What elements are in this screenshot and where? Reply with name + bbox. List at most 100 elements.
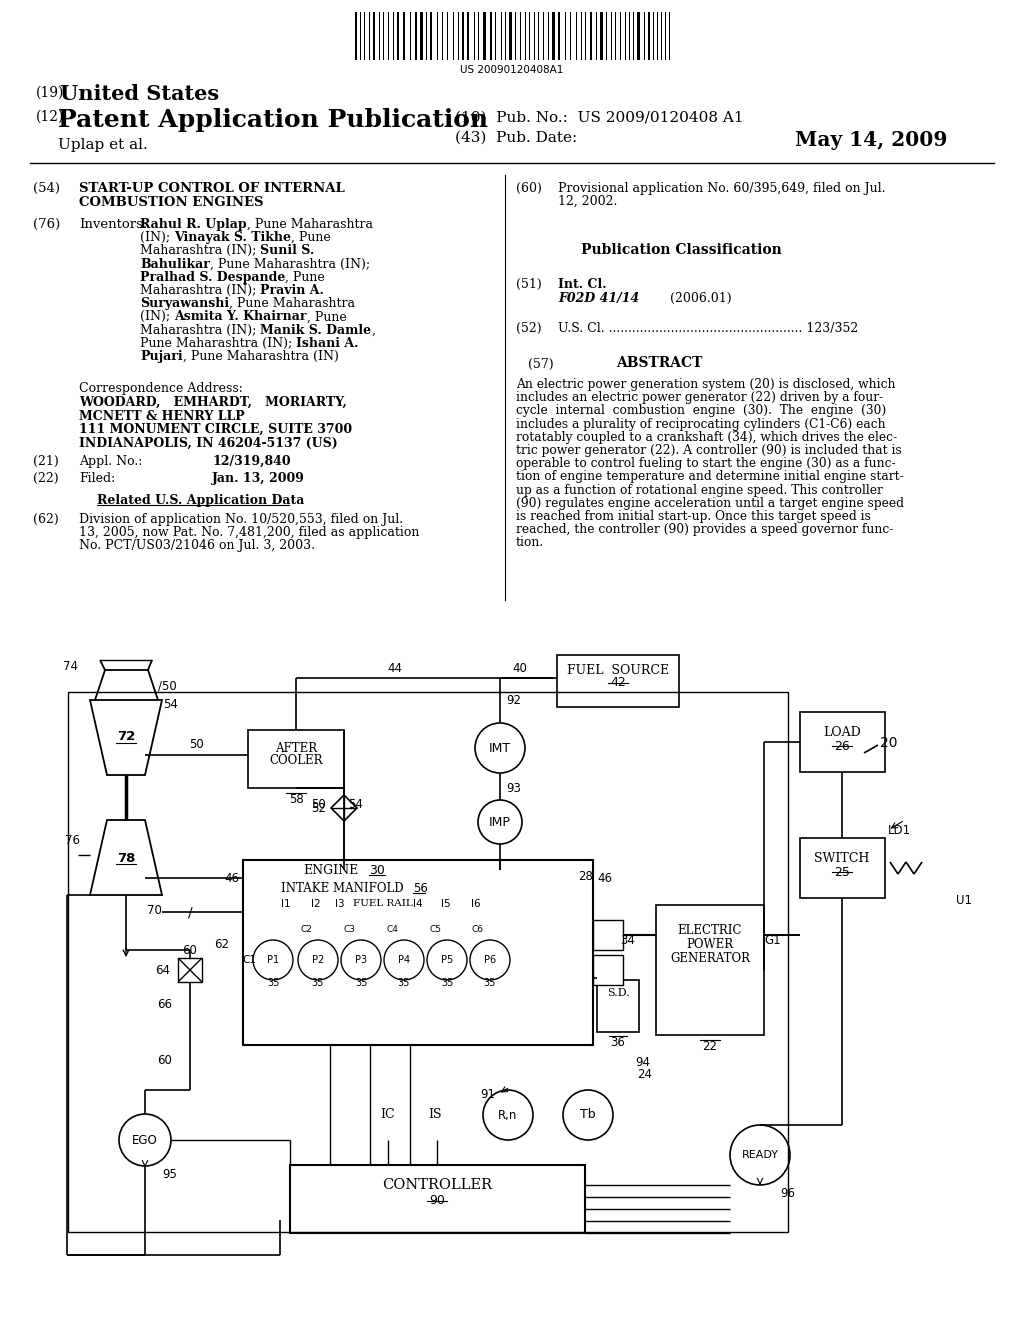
Text: READY: READY <box>741 1150 778 1160</box>
Text: An electric power generation system (20) is disclosed, which: An electric power generation system (20)… <box>516 378 896 391</box>
Text: (19): (19) <box>36 86 65 100</box>
Text: 44: 44 <box>387 661 402 675</box>
Text: rotatably coupled to a crankshaft (34), which drives the elec-: rotatably coupled to a crankshaft (34), … <box>516 430 897 444</box>
Text: 46: 46 <box>597 871 612 884</box>
Text: is reached from initial start-up. Once this target speed is: is reached from initial start-up. Once t… <box>516 510 870 523</box>
Bar <box>403 12 406 59</box>
Text: CONTROLLER: CONTROLLER <box>382 1177 492 1192</box>
Text: 34: 34 <box>620 933 635 946</box>
Bar <box>68 692 788 1232</box>
Polygon shape <box>90 820 162 895</box>
Bar <box>656 906 764 1035</box>
Text: tric power generator (22). A controller (90) is included that is: tric power generator (22). A controller … <box>516 444 902 457</box>
Circle shape <box>298 940 338 979</box>
Text: Pujari: Pujari <box>140 350 182 363</box>
Text: 50: 50 <box>310 799 326 810</box>
Text: (51): (51) <box>516 279 542 290</box>
Bar <box>558 12 560 59</box>
Text: I6: I6 <box>471 899 480 909</box>
Text: Bahulikar: Bahulikar <box>140 257 210 271</box>
Bar <box>648 12 650 59</box>
Text: (57): (57) <box>528 358 554 371</box>
Text: 62: 62 <box>214 937 229 950</box>
Text: (IN);: (IN); <box>140 310 174 323</box>
Text: 66: 66 <box>157 998 172 1011</box>
Circle shape <box>427 940 467 979</box>
Circle shape <box>730 1125 790 1185</box>
Text: IS: IS <box>428 1109 441 1122</box>
Text: 64: 64 <box>155 964 170 977</box>
Text: 35: 35 <box>397 978 411 987</box>
Circle shape <box>384 940 424 979</box>
Text: Maharashtra (IN);: Maharashtra (IN); <box>140 323 260 337</box>
Text: (60): (60) <box>516 182 542 195</box>
Text: U1: U1 <box>956 894 972 907</box>
Text: 78: 78 <box>117 851 135 865</box>
Bar <box>415 12 417 59</box>
Text: 95: 95 <box>162 1168 177 1181</box>
Text: 74: 74 <box>63 660 78 672</box>
Text: , Pune Maharashtra (IN);: , Pune Maharashtra (IN); <box>210 257 370 271</box>
Bar <box>462 12 464 59</box>
Text: , Pune: , Pune <box>291 231 331 244</box>
Text: 94: 94 <box>635 1056 650 1069</box>
Text: tion of engine temperature and determine initial engine start-: tion of engine temperature and determine… <box>516 470 904 483</box>
Text: 35: 35 <box>354 978 368 987</box>
Text: 54: 54 <box>348 799 362 812</box>
Text: P2: P2 <box>312 954 325 965</box>
Text: 76: 76 <box>65 833 80 846</box>
Bar <box>290 1166 585 1233</box>
Text: Asmita Y. Khairnar: Asmita Y. Khairnar <box>174 310 306 323</box>
Text: includes an electric power generator (22) driven by a four-: includes an electric power generator (22… <box>516 391 884 404</box>
Text: includes a plurality of reciprocating cylinders (C1-C6) each: includes a plurality of reciprocating cy… <box>516 417 886 430</box>
Circle shape <box>478 800 522 843</box>
Text: P6: P6 <box>484 954 496 965</box>
Text: 54: 54 <box>163 697 178 710</box>
Text: P5: P5 <box>441 954 454 965</box>
Text: 13, 2005, now Pat. No. 7,481,200, filed as application: 13, 2005, now Pat. No. 7,481,200, filed … <box>79 527 420 539</box>
Text: G1: G1 <box>764 933 780 946</box>
Text: 12, 2002.: 12, 2002. <box>558 195 617 209</box>
Text: 92: 92 <box>506 693 521 706</box>
Polygon shape <box>331 795 357 821</box>
Text: Inventors:: Inventors: <box>79 218 147 231</box>
Text: (21): (21) <box>33 455 58 469</box>
Text: operable to control fueling to start the engine (30) as a func-: operable to control fueling to start the… <box>516 457 896 470</box>
Text: COMBUSTION ENGINES: COMBUSTION ENGINES <box>79 195 263 209</box>
Text: FUEL  SOURCE: FUEL SOURCE <box>567 664 669 676</box>
Text: COOLER: COOLER <box>269 755 323 767</box>
Bar <box>800 838 885 898</box>
Text: IC: IC <box>381 1109 395 1122</box>
Text: Publication Classification: Publication Classification <box>581 243 781 257</box>
Text: GENERATOR: GENERATOR <box>670 952 750 965</box>
Text: U.S. Cl. .................................................. 123/352: U.S. Cl. ...............................… <box>558 322 858 335</box>
Text: (IN);: (IN); <box>140 231 174 244</box>
Circle shape <box>119 1114 171 1166</box>
Text: 58: 58 <box>289 793 303 807</box>
Text: , Pune Maharashtra: , Pune Maharashtra <box>247 218 373 231</box>
Text: 90: 90 <box>429 1195 445 1208</box>
Text: Rahul R. Uplap: Rahul R. Uplap <box>140 218 247 231</box>
Bar <box>397 12 399 59</box>
Text: INDIANAPOLIS, IN 46204-5137 (US): INDIANAPOLIS, IN 46204-5137 (US) <box>79 437 338 450</box>
Text: 60: 60 <box>182 944 197 957</box>
Bar <box>593 920 623 950</box>
Text: 35: 35 <box>440 978 454 987</box>
Text: May 14, 2009: May 14, 2009 <box>795 129 947 150</box>
Text: Division of application No. 10/520,553, filed on Jul.: Division of application No. 10/520,553, … <box>79 513 403 525</box>
Circle shape <box>253 940 293 979</box>
Text: C2: C2 <box>300 925 312 935</box>
Text: 35: 35 <box>267 978 280 987</box>
Text: 28: 28 <box>579 870 593 883</box>
Text: I5: I5 <box>441 899 451 909</box>
Text: 24: 24 <box>638 1068 652 1081</box>
Text: up as a function of rotational engine speed. This controller: up as a function of rotational engine sp… <box>516 483 883 496</box>
Bar <box>243 861 593 1045</box>
Text: P1: P1 <box>267 954 280 965</box>
Text: US 20090120408A1: US 20090120408A1 <box>461 65 563 75</box>
Text: SWITCH: SWITCH <box>814 851 869 865</box>
Text: 42: 42 <box>610 676 626 689</box>
Text: 111 MONUMENT CIRCLE, SUITE 3700: 111 MONUMENT CIRCLE, SUITE 3700 <box>79 422 352 436</box>
Text: 72: 72 <box>117 730 135 743</box>
Text: reached, the controller (90) provides a speed governor func-: reached, the controller (90) provides a … <box>516 523 893 536</box>
